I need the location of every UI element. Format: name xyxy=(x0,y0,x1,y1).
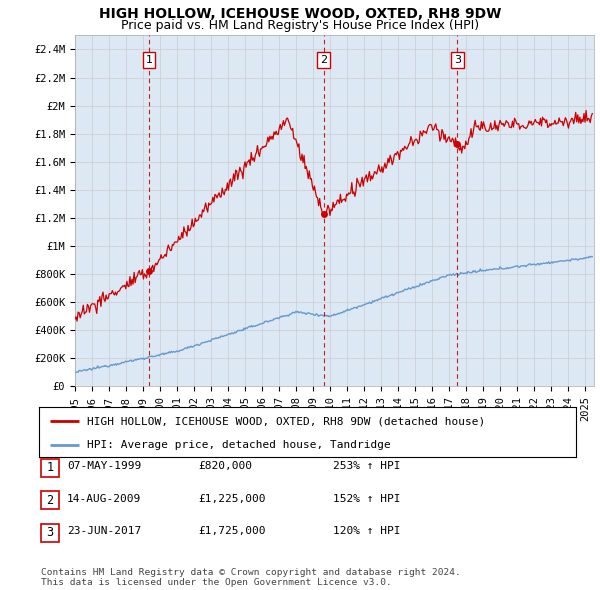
Text: HIGH HOLLOW, ICEHOUSE WOOD, OXTED, RH8 9DW (detached house): HIGH HOLLOW, ICEHOUSE WOOD, OXTED, RH8 9… xyxy=(88,416,485,426)
Text: £1,225,000: £1,225,000 xyxy=(198,494,265,503)
Text: Price paid vs. HM Land Registry's House Price Index (HPI): Price paid vs. HM Land Registry's House … xyxy=(121,19,479,32)
Text: 23-JUN-2017: 23-JUN-2017 xyxy=(67,526,142,536)
Text: £1,725,000: £1,725,000 xyxy=(198,526,265,536)
Text: £820,000: £820,000 xyxy=(198,461,252,471)
Text: 3: 3 xyxy=(454,55,461,65)
Text: HPI: Average price, detached house, Tandridge: HPI: Average price, detached house, Tand… xyxy=(88,440,391,450)
Text: 120% ↑ HPI: 120% ↑ HPI xyxy=(333,526,401,536)
Text: 2: 2 xyxy=(46,494,53,507)
Text: 3: 3 xyxy=(46,526,53,539)
Text: 253% ↑ HPI: 253% ↑ HPI xyxy=(333,461,401,471)
Text: 152% ↑ HPI: 152% ↑ HPI xyxy=(333,494,401,503)
Text: 2: 2 xyxy=(320,55,328,65)
Text: 07-MAY-1999: 07-MAY-1999 xyxy=(67,461,142,471)
Text: HIGH HOLLOW, ICEHOUSE WOOD, OXTED, RH8 9DW: HIGH HOLLOW, ICEHOUSE WOOD, OXTED, RH8 9… xyxy=(99,7,501,21)
Text: 1: 1 xyxy=(46,461,53,474)
Text: Contains HM Land Registry data © Crown copyright and database right 2024.
This d: Contains HM Land Registry data © Crown c… xyxy=(41,568,461,587)
Text: 1: 1 xyxy=(146,55,152,65)
Text: 14-AUG-2009: 14-AUG-2009 xyxy=(67,494,142,503)
